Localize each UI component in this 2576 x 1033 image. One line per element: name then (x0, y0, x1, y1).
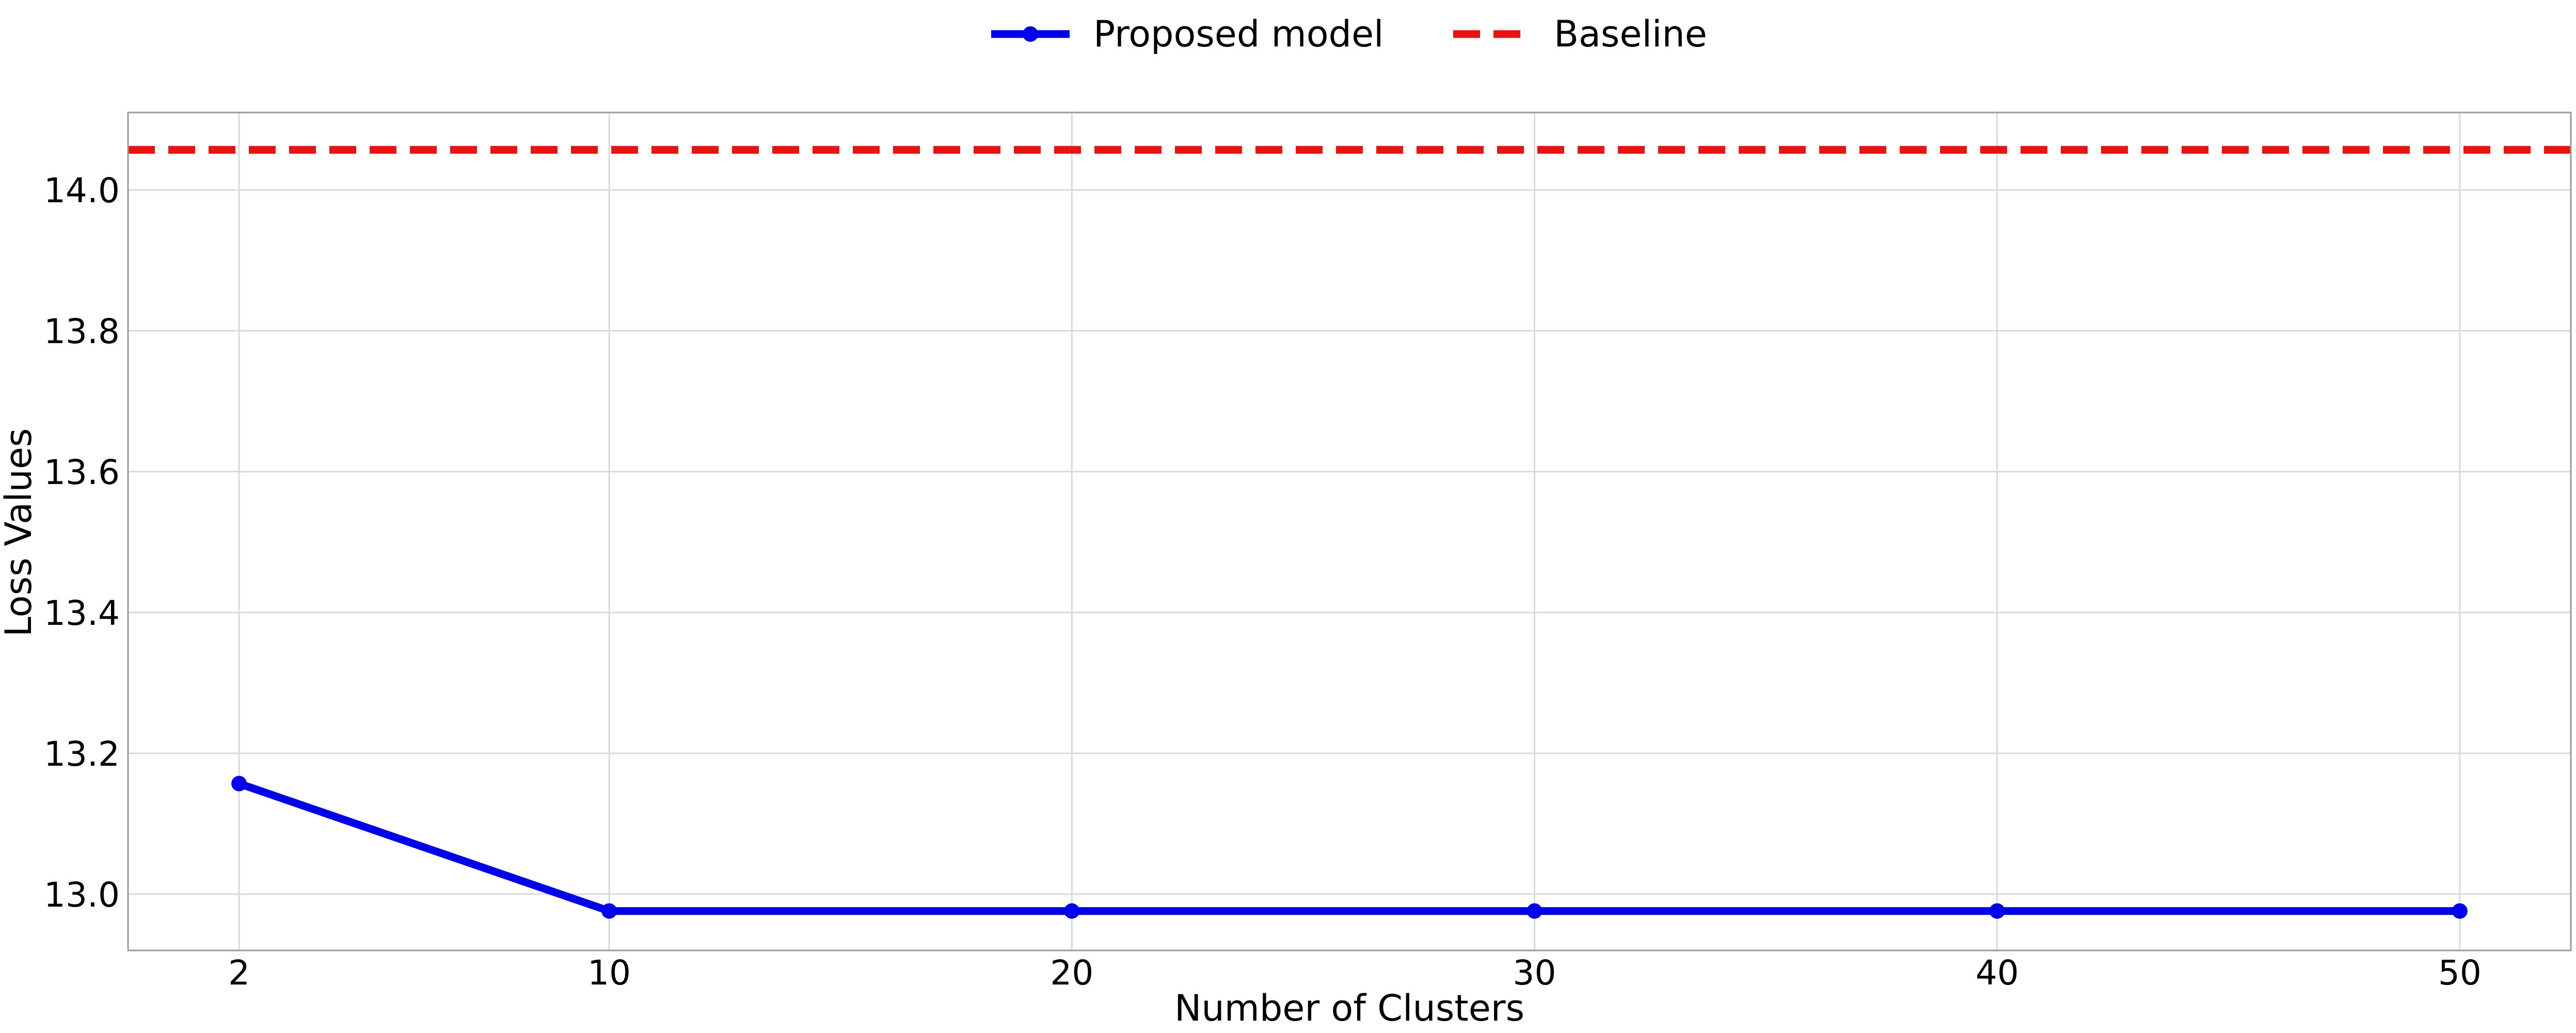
legend-label-baseline: Baseline (1554, 13, 1707, 55)
series-line-proposed-model (235, 780, 2464, 915)
x-tick-label: 40 (1976, 953, 2019, 993)
data-point-proposed-model (1526, 903, 1543, 919)
y-tick-label: 14.0 (44, 171, 120, 211)
chart-legend: Proposed model Baseline (991, 13, 1707, 55)
series-layer (128, 146, 2571, 919)
x-tick-label: 2 (228, 953, 250, 993)
x-tick-label: 50 (2438, 953, 2482, 993)
x-tick-label: 20 (1050, 953, 1093, 993)
y-tick-label: 13.0 (44, 875, 120, 915)
grid-lines (128, 112, 2571, 950)
legend-label-proposed-model: Proposed model (1093, 13, 1384, 55)
plot-frame (127, 111, 2572, 951)
x-tick-label: 30 (1513, 953, 1556, 993)
data-point-proposed-model (1989, 903, 2005, 919)
data-point-proposed-model (1064, 903, 1080, 919)
y-axis-title: Loss Values (0, 428, 40, 637)
x-tick-label: 10 (587, 953, 631, 993)
x-axis-tick-labels: 2 10 20 30 40 50 (228, 953, 2482, 993)
data-point-proposed-model (231, 776, 247, 792)
y-tick-label: 13.8 (44, 312, 120, 351)
y-axis-tick-labels: 13.0 13.2 13.4 13.6 13.8 14.0 (44, 171, 120, 915)
data-point-proposed-model (601, 903, 617, 919)
y-tick-label: 13.4 (44, 593, 120, 633)
legend-marker-proposed-model (1023, 26, 1038, 42)
y-tick-label: 13.6 (44, 453, 120, 492)
y-tick-label: 13.2 (44, 734, 120, 774)
x-axis-title: Number of Clusters (1174, 987, 1524, 1029)
data-point-proposed-model (2452, 903, 2468, 919)
